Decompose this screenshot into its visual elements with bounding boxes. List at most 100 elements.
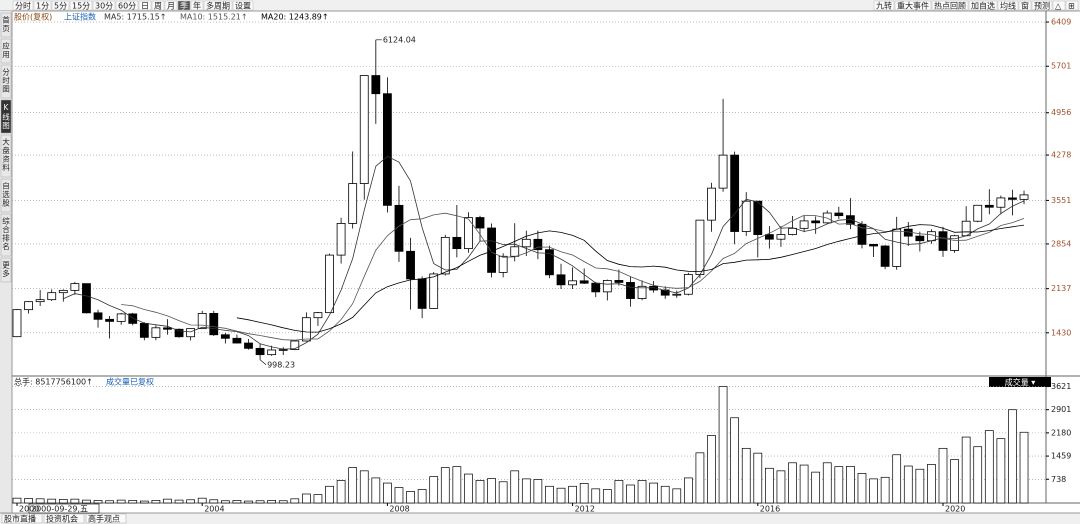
- sidebar-tab-bg[interactable]: [0, 99, 12, 134]
- candle-body: [151, 327, 161, 338]
- toolbar-button-bg[interactable]: [12, 0, 34, 11]
- volume-button-bg[interactable]: [989, 377, 1051, 387]
- sidebar-tab-bg[interactable]: [0, 257, 12, 283]
- tool-button-bg[interactable]: [968, 0, 998, 11]
- toolbar-button-bg[interactable]: [92, 0, 116, 11]
- toolbar-button[interactable]: 年: [193, 1, 201, 11]
- candle-body: [626, 282, 635, 299]
- toolbar-button-bg[interactable]: [51, 0, 70, 11]
- tool-button[interactable]: 重大事件: [897, 1, 929, 11]
- sidebar-tab[interactable]: 更多: [1, 261, 10, 279]
- tool-button-bg[interactable]: [1018, 0, 1032, 11]
- volume-bar: [313, 494, 323, 504]
- tool-button[interactable]: 热点回顾: [934, 1, 966, 11]
- y-tick-label: 738: [1051, 475, 1066, 484]
- bottom-tab[interactable]: 股市直播: [4, 514, 36, 524]
- volume-bar: [255, 500, 265, 504]
- tool-button[interactable]: 均线: [1000, 1, 1016, 11]
- volume-bar: [406, 491, 415, 504]
- cursor-label: 2000-09-29,五: [31, 504, 88, 513]
- sidebar-tab[interactable]: 综合排名: [1, 216, 10, 252]
- sidebar-tab-bg[interactable]: [0, 38, 12, 64]
- y-tick-label: 2137: [1051, 284, 1071, 293]
- toolbar-button-bg[interactable]: [177, 0, 191, 11]
- toolbar-button-bg[interactable]: [69, 0, 93, 11]
- toolbar-button[interactable]: 分时: [15, 1, 31, 11]
- candle-body: [105, 318, 114, 322]
- tool-button[interactable]: 预测: [1034, 1, 1050, 11]
- candle-body: [209, 312, 219, 336]
- toolbar-button-bg[interactable]: [33, 0, 52, 11]
- sidebar-tab[interactable]: 分时图: [1, 68, 10, 94]
- toolbar-button-bg[interactable]: [138, 0, 152, 11]
- toolbar-button-bg[interactable]: [115, 0, 139, 11]
- candle-body: [846, 215, 855, 225]
- sidebar-tab[interactable]: 自选股: [1, 181, 10, 208]
- sidebar-tab-bg[interactable]: [0, 12, 12, 38]
- candle-body: [139, 322, 149, 338]
- sidebar-tab-bg[interactable]: [0, 134, 12, 178]
- tool-button-bg[interactable]: [894, 0, 932, 11]
- volume-bar: [452, 466, 462, 504]
- candle-body: [487, 227, 496, 273]
- tool-button-bg[interactable]: [1065, 0, 1079, 11]
- volume-button[interactable]: 成交量 ▾: [1005, 377, 1036, 387]
- tool-button-bg[interactable]: [997, 0, 1019, 11]
- toolbar-button[interactable]: 月: [167, 2, 175, 11]
- toolbar-button-bg[interactable]: [151, 0, 165, 11]
- volume-bar: [371, 477, 381, 504]
- toolbar-button[interactable]: 5分: [54, 2, 67, 11]
- volume-bar: [521, 478, 531, 504]
- tool-button-bg[interactable]: [931, 0, 969, 11]
- tool-button[interactable]: △: [1055, 2, 1062, 11]
- tool-button-bg[interactable]: [873, 0, 895, 11]
- toolbar-button[interactable]: 季: [180, 1, 188, 11]
- bottom-tab-bg[interactable]: [85, 513, 127, 524]
- toolbar-button[interactable]: 多周期: [206, 1, 230, 11]
- tool-button[interactable]: 九转: [876, 1, 892, 11]
- sidebar-tab-bg[interactable]: [0, 213, 12, 257]
- candle-body: [799, 220, 809, 229]
- sidebar-tab[interactable]: 大盘资料: [1, 137, 10, 173]
- toolbar-button-bg[interactable]: [190, 0, 204, 11]
- toolbar-button[interactable]: 15分: [72, 2, 90, 11]
- volume-bar: [498, 481, 508, 504]
- sidebar-tab-bg[interactable]: [0, 64, 12, 99]
- toolbar-button[interactable]: 1分: [36, 2, 49, 11]
- toolbar-button[interactable]: 30分: [95, 2, 113, 11]
- sidebar-tab-bg[interactable]: [0, 178, 12, 213]
- tool-button-bg[interactable]: [1052, 0, 1066, 11]
- bottom-tab[interactable]: 高手观点: [88, 514, 120, 524]
- volume-bar: [475, 480, 485, 504]
- candle-body: [556, 274, 566, 286]
- sidebar-tab[interactable]: 应用: [1, 41, 10, 60]
- candle-body: [417, 278, 427, 309]
- toolbar-button-bg[interactable]: [203, 0, 233, 11]
- volume-bar: [707, 435, 716, 504]
- bottom-tab-bg[interactable]: [43, 513, 85, 524]
- sidebar-tab[interactable]: 首页: [1, 15, 10, 34]
- candle-body: [915, 235, 925, 242]
- volume-bar: [429, 476, 439, 504]
- candle-body: [880, 245, 890, 267]
- toolbar-button[interactable]: 60分: [118, 2, 136, 11]
- toolbar-button[interactable]: 设置: [235, 1, 251, 11]
- bottom-tab-bg[interactable]: [1, 513, 43, 524]
- toolbar-button[interactable]: 周: [154, 2, 162, 11]
- toolbar-button-bg[interactable]: [232, 0, 254, 11]
- sidebar-tab[interactable]: K线图: [1, 103, 10, 130]
- tool-button[interactable]: 加自选: [971, 1, 995, 11]
- bottom-tab[interactable]: 投资机会: [46, 514, 78, 524]
- toolbar-button[interactable]: 日: [141, 2, 149, 11]
- toolbar-button-bg[interactable]: [164, 0, 178, 11]
- volume-bar: [788, 462, 797, 504]
- tool-button-bg[interactable]: [1031, 0, 1053, 11]
- tool-button[interactable]: 窗: [1021, 1, 1029, 11]
- y-tick-label: 3551: [1051, 196, 1071, 205]
- candle-body: [12, 309, 22, 338]
- x-tick-label: 2000: [19, 504, 39, 513]
- volume-bar: [12, 497, 22, 504]
- volume-bar: [973, 446, 983, 504]
- tool-button[interactable]: ⊞: [1068, 2, 1075, 11]
